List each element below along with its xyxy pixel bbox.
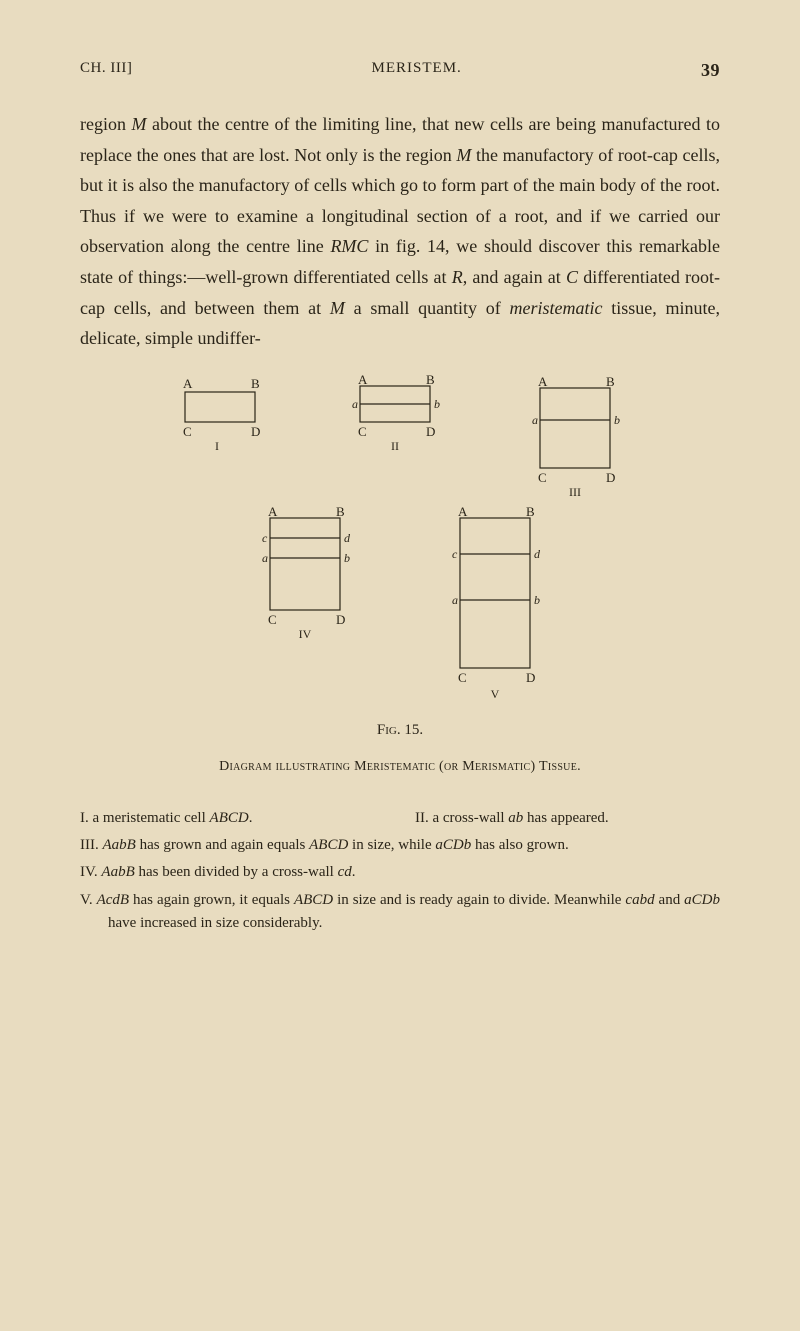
body-paragraph: region M about the centre of the limitin…: [80, 109, 720, 354]
header-title: MERISTEM.: [372, 60, 462, 81]
svg-text:IV: IV: [299, 627, 312, 641]
svg-text:A: A: [358, 374, 368, 387]
svg-text:B: B: [526, 504, 535, 519]
svg-text:B: B: [606, 374, 615, 389]
legend-V: V. AcdB has again grown, it equals ABCD …: [80, 889, 720, 936]
svg-text:b: b: [614, 413, 620, 427]
svg-text:d: d: [534, 547, 541, 561]
svg-text:d: d: [344, 531, 351, 545]
diagram-V: A B C D c d a b V: [435, 504, 555, 704]
svg-text:C: C: [268, 612, 277, 627]
legend-III: III. AabB has grown and again equals ABC…: [80, 834, 720, 857]
svg-text:A: A: [183, 376, 193, 391]
svg-text:C: C: [458, 670, 467, 685]
svg-text:D: D: [426, 424, 435, 439]
diagram-row-1: A B C D I A B C D a b II: [165, 374, 635, 504]
svg-text:B: B: [251, 376, 260, 391]
legend-II: II. a cross-wall ab has appeared.: [415, 807, 720, 830]
svg-text:a: a: [352, 397, 358, 411]
svg-text:C: C: [358, 424, 367, 439]
svg-text:D: D: [251, 424, 260, 439]
svg-text:A: A: [458, 504, 468, 519]
figure-legend: I. a meristematic cell ABCD. II. a cross…: [80, 807, 720, 935]
svg-text:B: B: [426, 374, 435, 387]
svg-text:I: I: [215, 439, 219, 453]
diagram-IV: A B C D c d a b IV: [245, 504, 365, 704]
svg-text:a: a: [452, 593, 458, 607]
diagram-I: A B C D I: [165, 374, 275, 504]
svg-text:A: A: [538, 374, 548, 389]
svg-text:D: D: [606, 470, 615, 485]
header-page-number: 39: [701, 60, 720, 81]
svg-text:V: V: [491, 687, 500, 701]
figure-caption: Fig. 15.: [377, 722, 423, 739]
diagram-III: A B C D a b III: [515, 374, 635, 504]
svg-text:D: D: [336, 612, 345, 627]
svg-text:c: c: [262, 531, 268, 545]
diagram-II: A B C D a b II: [335, 374, 455, 504]
svg-text:a: a: [262, 551, 268, 565]
svg-text:b: b: [344, 551, 350, 565]
diagram-row-2: A B C D c d a b IV A B C D c d: [245, 504, 555, 704]
legend-I: I. a meristematic cell ABCD.: [80, 807, 385, 830]
figure-diagrams: A B C D I A B C D a b II: [80, 374, 720, 789]
svg-text:II: II: [391, 439, 399, 453]
svg-text:B: B: [336, 504, 345, 519]
legend-IV: IV. AabB has been divided by a cross-wal…: [80, 861, 720, 884]
svg-text:b: b: [434, 397, 440, 411]
svg-text:c: c: [452, 547, 458, 561]
figure-title: Diagram illustrating Meristematic (or Me…: [219, 759, 581, 775]
header-chapter: CH. III]: [80, 60, 132, 81]
svg-text:III: III: [569, 485, 581, 499]
svg-text:D: D: [526, 670, 535, 685]
page-header: CH. III] MERISTEM. 39: [80, 60, 720, 81]
svg-text:C: C: [538, 470, 547, 485]
svg-text:a: a: [532, 413, 538, 427]
svg-text:A: A: [268, 504, 278, 519]
svg-text:b: b: [534, 593, 540, 607]
svg-text:C: C: [183, 424, 192, 439]
